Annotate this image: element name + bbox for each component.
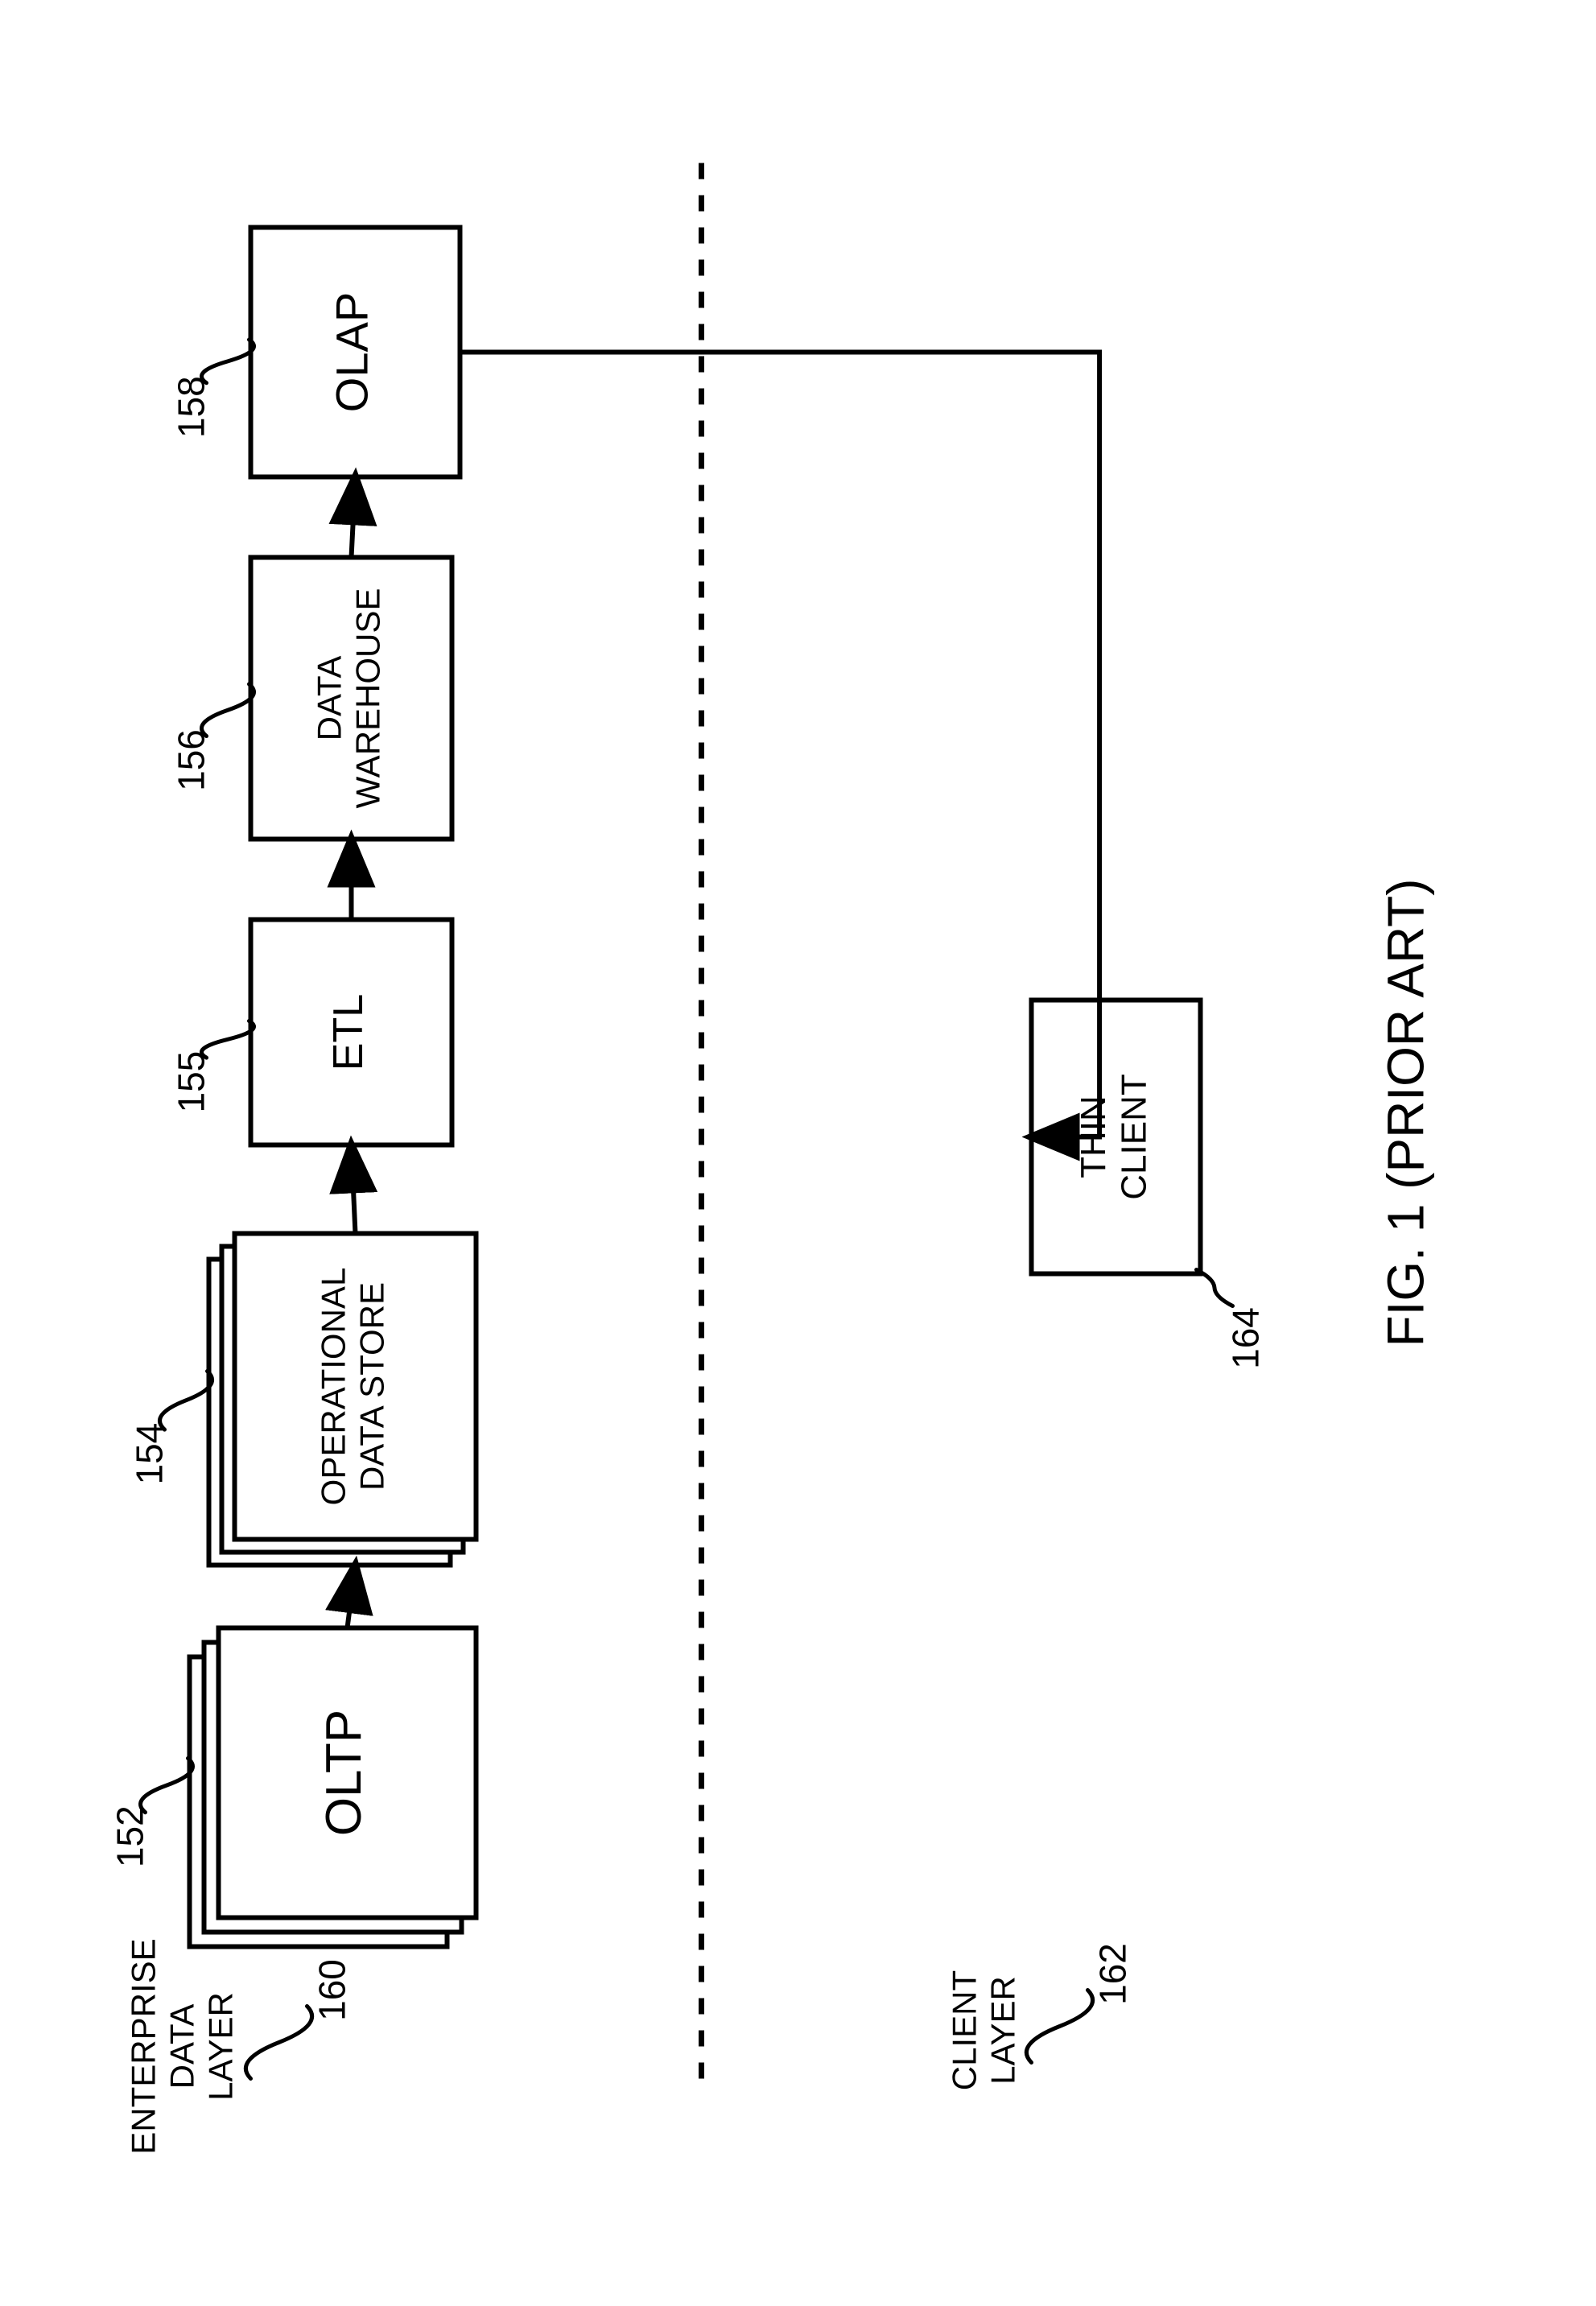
enterprise-layer-ref: 160 [311,1959,353,2021]
client-layer-label-2: LAYER [984,1976,1022,2085]
edge-ods-etl [352,1145,356,1234]
node-ods-label-1: DATA STORE [353,1282,391,1491]
node-etl-label: ETL [325,994,372,1070]
edge-oltp-ods [348,1566,356,1628]
node-datawarehouse: DATAWAREHOUSE 156 [171,558,452,839]
node-ods-label-0: OPERATIONAL [314,1268,352,1506]
client-layer-ref: 162 [1092,1943,1134,2005]
node-olap: OLAP 158 [171,228,460,477]
node-olap-ref: 158 [171,376,212,438]
edge-datawarehouse-olap [352,477,356,558]
node-olap-label: OLAP [326,292,377,412]
node-datawarehouse-label-0: DATA [310,656,348,741]
node-datawarehouse-label-1: WAREHOUSE [349,588,387,809]
enterprise-data-layer-label-3: LAYER [202,1992,240,2101]
figure-caption: FIG. 1 (PRIOR ART) [1376,879,1434,1347]
enterprise-data-layer-label-2: DATA [163,2004,201,2089]
node-thinclient-ref: 164 [1225,1307,1267,1369]
rotated-content: ENTERPRISEDATALAYER160CLIENTLAYER162OLTP… [109,147,1435,2155]
client-layer-label-1: CLIENT [946,1970,984,2090]
node-ods: OPERATIONALDATA STORE 154 [129,1234,476,1566]
node-oltp-ref: 152 [109,1805,151,1867]
node-ods-ref: 154 [129,1423,171,1485]
node-oltp: OLTP 152 [109,1628,476,1947]
node-oltp-label: OLTP [316,1710,372,1836]
node-datawarehouse-ref: 156 [171,729,212,791]
enterprise-data-layer-label-1: ENTERPRISE [125,1938,163,2154]
node-etl: ETL 155 [171,920,452,1145]
edge-olap-thinclient [460,353,1100,1137]
node-thinclient: THINCLIENT164 [1032,1000,1267,1369]
node-thinclient-label-1: CLIENT [1114,1074,1153,1199]
diagram-canvas: ENTERPRISEDATALAYER160CLIENTLAYER162OLTP… [0,0,1596,2306]
node-etl-ref: 155 [171,1051,212,1113]
